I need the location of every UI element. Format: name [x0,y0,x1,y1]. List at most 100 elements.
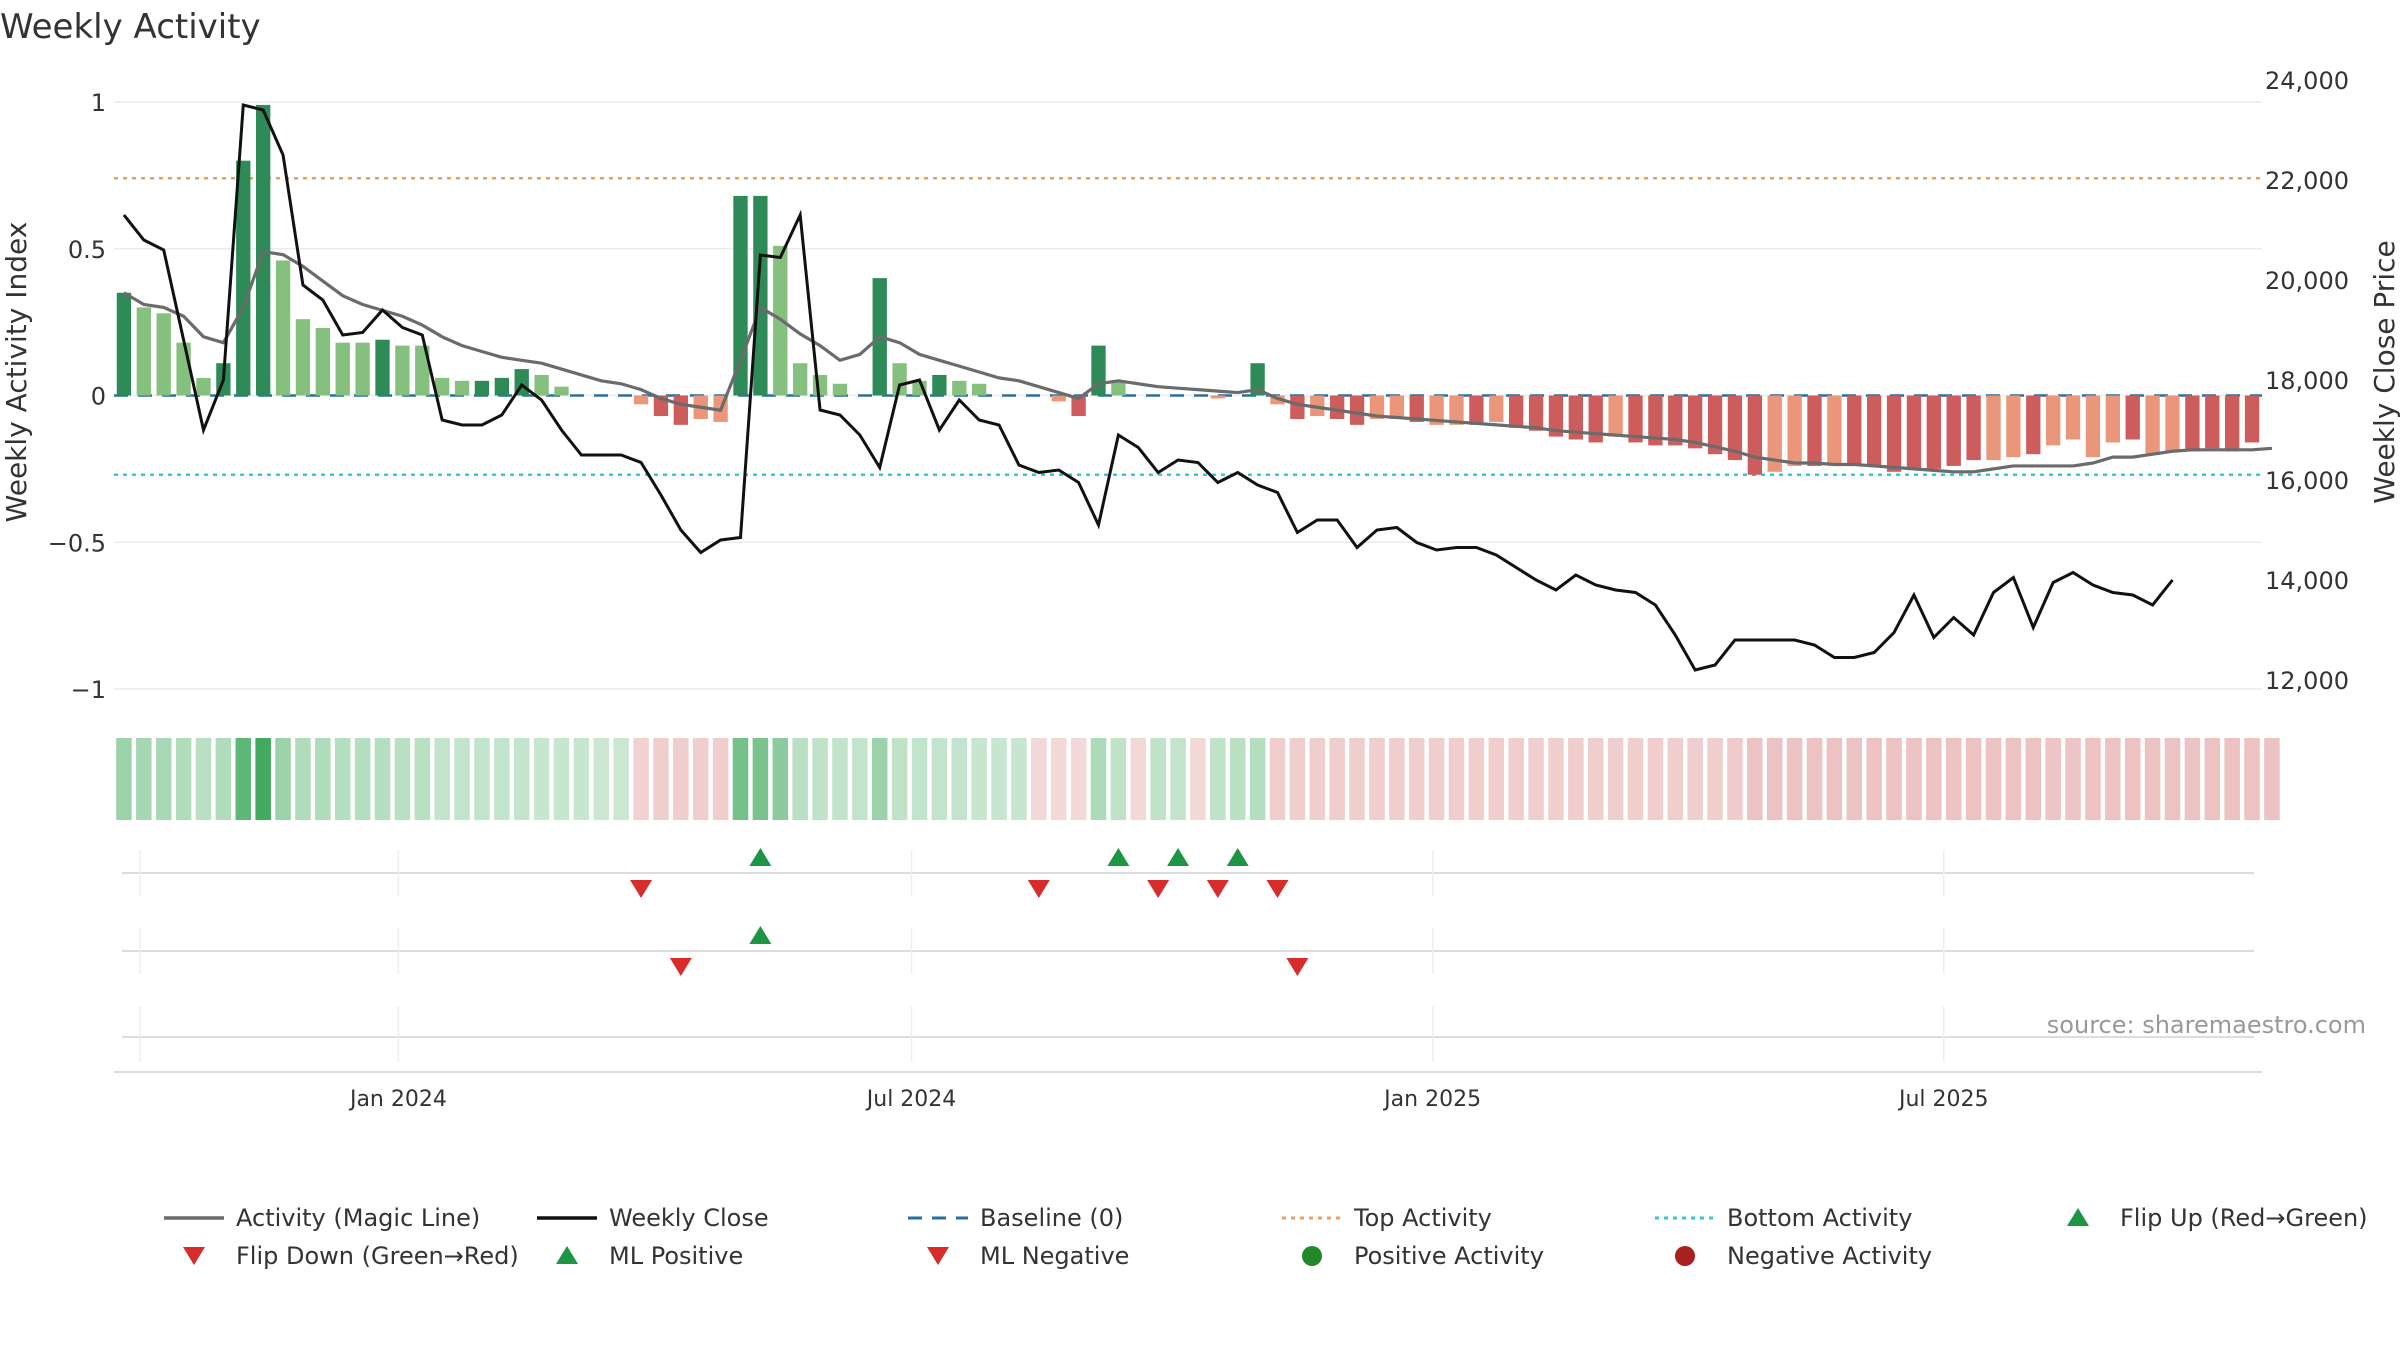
heat-strip-cell [1468,738,1485,820]
heat-strip-cell [832,738,848,820]
ml-negative-marker [1286,958,1309,976]
activity-bar [1926,395,1941,469]
chart-title: Weekly Activity [0,7,261,47]
heat-strip-cell [1886,738,1902,820]
activity-bar [236,160,251,396]
activity-bar [1767,395,1782,472]
series-lines [122,103,2273,672]
left-tick-label: −0.5 [48,529,106,557]
heat-strip-cell [1846,738,1863,820]
heat-strip-cell [1249,738,1266,820]
legend-item: Negative Activity [1675,1242,1932,1270]
activity-bar [295,319,311,396]
heat-strip-cell [1647,738,1664,820]
activity-bar [1906,395,1922,469]
ml-markers-track [122,926,2254,976]
heat-strip-cell [1508,738,1524,820]
heat-strip-cell [1448,738,1465,820]
activity-bar [1369,395,1385,419]
left-tick-label: 0.5 [68,236,106,264]
activity-bar [136,307,151,396]
activity-bar [2145,395,2160,455]
activity-bar [733,195,748,396]
heat-strip-cell [1627,738,1644,820]
heat-strip-cell [354,738,371,820]
heat-strip-cell [1747,738,1763,820]
heat-strip-cell [653,738,669,820]
empty-track [122,1006,2254,1062]
activity-bar [2244,395,2260,443]
flip-down-marker [1147,880,1170,898]
heat-strip-cell [1548,738,1564,820]
activity-bar [793,363,808,396]
activity-bar [335,342,350,396]
heat-strip-cell [315,738,331,820]
activity-bar [1111,380,1126,396]
heat-strip-cell [2244,738,2260,820]
heat-strip-cell [2065,738,2081,820]
heat-strip-cell [1707,738,1723,820]
heat-strip-cell [1210,738,1226,820]
activity-bar [1707,395,1723,455]
activity-bar [1429,395,1444,425]
heat-strip-cell [215,738,232,820]
heat-strip-cell [235,738,252,820]
activity-bar [2105,395,2120,443]
x-tick-label: Jul 2024 [865,1087,957,1112]
circle-icon [1675,1246,1695,1266]
activity-bar [2225,395,2240,452]
weekly-close-line [122,103,2174,672]
heat-strip-cell [513,738,530,820]
legend-item: ML Positive [556,1242,743,1270]
activity-bar [633,395,649,405]
legend-item: Baseline (0) [908,1204,1123,1232]
heat-strip-cell [613,738,629,820]
heat-strip-cell [752,738,769,820]
activity-bar [415,345,430,396]
flip-markers-track [122,848,2254,898]
activity-bar [1489,395,1504,422]
heat-strip-cell [1349,738,1365,820]
heat-strip-cell [175,738,192,820]
heat-strip-cell [2025,738,2042,820]
activity-bar [812,374,828,396]
heat-strip-cell [951,738,968,820]
activity-bar [1847,395,1862,466]
heat-strip-cell [891,738,908,820]
heat-strip-cell [1090,738,1107,820]
flip-up-marker [1107,848,1130,866]
heat-strip-cell [1170,738,1186,820]
activity-bar [2205,395,2220,449]
left-tick-label: 1 [91,89,106,117]
grid-lines [114,101,2262,690]
activity-bar [1787,395,1802,466]
x-tick-label: Jul 2025 [1897,1087,1989,1112]
left-axis-ticks: 1 0.5 0 −0.5 −1 [48,89,106,704]
activity-bar [1986,395,2001,461]
heat-strip-cell [1906,738,1922,820]
heat-strip-cell [1687,738,1703,820]
activity-bar [1509,395,1524,428]
legend-label: Weekly Close [609,1204,769,1232]
heat-strip-cell [1011,738,1027,820]
heat-strip-cell [1528,738,1544,820]
heat-strip-cell [374,738,391,820]
activity-bar [1449,395,1464,425]
activity-bar [2125,395,2140,440]
heat-strip-cell [255,738,271,820]
heat-strip-cell [2105,738,2121,820]
heat-strip-cell [1766,738,1783,820]
right-axis-ticks: 24,000 22,000 20,000 18,000 16,000 14,000 12,0… [2265,67,2349,695]
activity-bar [1727,395,1743,461]
activity-bar [1807,395,1822,466]
heat-strip-cell [1727,738,1743,820]
heat-strip-cell [1329,738,1345,820]
activity-bar [1628,395,1643,443]
activity-bar [395,345,410,396]
heat-strip-cell [2204,738,2221,820]
activity-bar [1588,395,1603,443]
activity-bar [2085,395,2101,458]
heat-strip-cell [553,738,570,820]
activity-bar [1668,395,1683,446]
